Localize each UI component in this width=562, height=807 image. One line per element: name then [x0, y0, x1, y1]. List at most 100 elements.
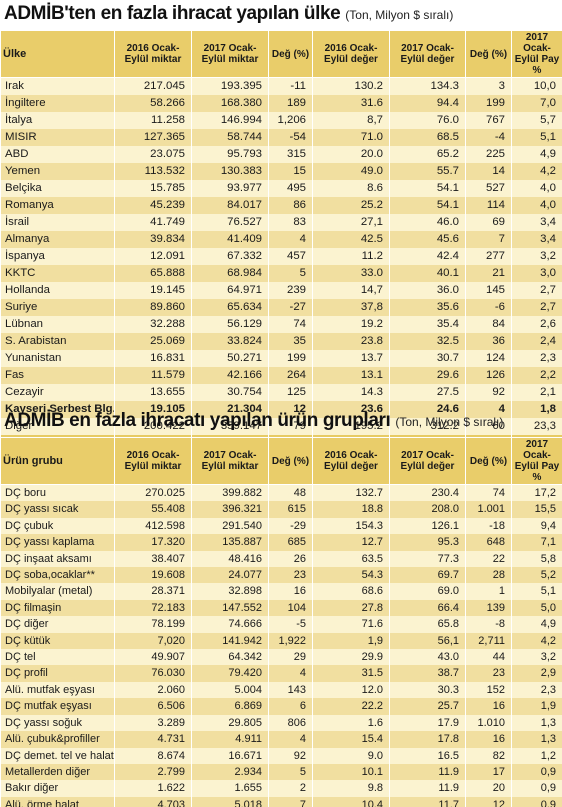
cell-deger-change: 1: [465, 583, 512, 600]
cell-deger-2016: 13.7: [312, 350, 390, 367]
cell-name: Alü. örme halat: [0, 796, 115, 807]
cell-deger-2017: 208.0: [389, 501, 466, 518]
cell-miktar-change: 615: [268, 501, 313, 518]
cell-deger-change: 36: [465, 333, 512, 350]
cell-name: Lübnan: [0, 316, 115, 333]
cell-pay-2017: 0,9: [511, 796, 562, 807]
table-row: Alü. örme halat 4.703 5.018 7 10.4 11.7 12 0,9: [0, 796, 562, 807]
cell-miktar-change: 143: [268, 681, 313, 699]
cell-miktar-change: 4: [268, 231, 313, 248]
table-row: Diğer 200.422 359.147 79 195.2 312.2 60 23,3: [0, 418, 562, 435]
cell-miktar-2016: 3.289: [114, 714, 192, 732]
table-row: Yunanistan 16.831 50.271 199 13.7 30.7 124 2,3: [0, 350, 562, 367]
cell-deger-change: 2,711: [465, 632, 512, 650]
cell-deger-2017: 43.0: [389, 649, 466, 666]
cell-name: DÇ boru: [0, 484, 115, 502]
cell-miktar-2016: 17.320: [114, 534, 192, 551]
cell-miktar-2017: 6.869: [191, 698, 269, 715]
product-table-title: ADMİB en fazla ihracatı yapılan ürün gru…: [4, 410, 391, 431]
table-row: DÇ yassı kaplama 17.320 135.887 685 12.7 95.3…: [0, 534, 562, 551]
cell-pay-2017: 5,0: [511, 599, 562, 617]
cell-miktar-change: 806: [268, 714, 313, 732]
cell-name: Alü. çubuk&profiller: [0, 731, 115, 748]
cell-pay-2017: 3,2: [511, 248, 562, 265]
cell-pay-2017: 3,4: [511, 231, 562, 248]
cell-pay-2017: 4,9: [511, 146, 562, 163]
cell-miktar-2017: 16.671: [191, 747, 269, 764]
cell-deger-change: -8: [465, 616, 512, 633]
table-row: DÇ kütük 7,020 141.942 1,922 1,9 56,1 2,711 4,2: [0, 632, 562, 650]
cell-pay-2017: 17,2: [511, 484, 562, 502]
cell-deger-2016: 42.5: [312, 231, 390, 248]
cell-deger-2016: 130.2: [312, 77, 390, 95]
cell-miktar-change: 4: [268, 731, 313, 748]
column-header-miktar-2016: 2016 Ocak-Eylül miktar: [114, 30, 192, 78]
cell-deger-2016: 31.5: [312, 665, 390, 682]
table-row: DÇ yassı sıcak 55.408 396.321 615 18.8 208.0 1…: [0, 501, 562, 518]
header-row: Ülke 2016 Ocak-Eylül miktar 2017 Ocak-Eylü…: [0, 30, 562, 78]
cell-deger-2017: 40.1: [389, 265, 466, 282]
cell-name: DÇ diğer: [0, 616, 115, 633]
cell-deger-change: 12: [465, 796, 512, 807]
cell-deger-2017: 55.7: [389, 163, 466, 180]
cell-miktar-2016: 72.183: [114, 599, 192, 617]
country-table-title: ADMİB'ten en fazla ihracat yapılan ülke: [4, 3, 341, 24]
cell-deger-change: -4: [465, 129, 512, 146]
cell-deger-2017: 134.3: [389, 77, 466, 95]
cell-deger-change: 3: [465, 77, 512, 95]
cell-deger-2016: 12.7: [312, 534, 390, 551]
cell-deger-2017: 17.9: [389, 714, 466, 732]
cell-deger-change: 225: [465, 146, 512, 163]
cell-miktar-2016: 58.266: [114, 95, 192, 112]
cell-miktar-2016: 15.785: [114, 180, 192, 197]
cell-deger-2017: 16.5: [389, 747, 466, 764]
table-row: DÇ filmaşin 72.183 147.552 104 27.8 66.4 139 5,…: [0, 599, 562, 617]
cell-pay-2017: 4,0: [511, 180, 562, 197]
cell-miktar-2017: 68.984: [191, 265, 269, 282]
cell-deger-change: 124: [465, 350, 512, 367]
cell-deger-2016: 8,7: [312, 112, 390, 129]
cell-miktar-change: -29: [268, 517, 313, 535]
cell-miktar-2016: 45.239: [114, 197, 192, 214]
cell-miktar-2016: 19.145: [114, 282, 192, 299]
cell-miktar-2016: 13.655: [114, 384, 192, 401]
cell-deger-2017: 30.7: [389, 350, 466, 367]
cell-name: S. Arabistan: [0, 333, 115, 350]
cell-miktar-2017: 76.527: [191, 214, 269, 231]
cell-name: İspanya: [0, 248, 115, 265]
cell-miktar-2017: 56.129: [191, 316, 269, 333]
table-row: İsrail 41.749 76.527 83 27,1 46.0 69 3,4: [0, 214, 562, 231]
cell-miktar-2016: 11.258: [114, 112, 192, 129]
cell-miktar-2017: 130.383: [191, 163, 269, 180]
table-row: DÇ inşaat aksamı 38.407 48.416 26 63.5 77.3 22…: [0, 550, 562, 568]
cell-deger-change: 199: [465, 95, 512, 112]
cell-name: Belçika: [0, 180, 115, 197]
table-row: Metallerden diğer 2.799 2.934 5 10.1 11.9 17 0,…: [0, 763, 562, 781]
cell-miktar-2016: 16.831: [114, 350, 192, 367]
cell-miktar-change: 15: [268, 163, 313, 180]
cell-miktar-2016: 200.422: [114, 418, 192, 435]
cell-deger-2016: 71.6: [312, 616, 390, 633]
cell-pay-2017: 4,9: [511, 616, 562, 633]
cell-miktar-change: 104: [268, 599, 313, 617]
cell-deger-2016: 22.2: [312, 698, 390, 715]
column-header-name: Ürün grubu: [0, 437, 115, 485]
cell-miktar-2017: 29.805: [191, 714, 269, 732]
cell-miktar-change: 125: [268, 384, 313, 401]
column-header-miktar-2016: 2016 Ocak-Eylül miktar: [114, 437, 192, 485]
product-export-table: Ürün grubu 2016 Ocak-Eylül miktar 2017 Oca…: [0, 437, 562, 807]
cell-pay-2017: 1,2: [511, 747, 562, 764]
cell-deger-2017: 25.7: [389, 698, 466, 715]
cell-miktar-2017: 79.420: [191, 665, 269, 682]
cell-miktar-2016: 25.069: [114, 333, 192, 350]
cell-miktar-change: 6: [268, 698, 313, 715]
cell-deger-2016: 37,8: [312, 299, 390, 316]
table-row: S. Arabistan 25.069 33.824 35 23.8 32.5 36 2,4: [0, 333, 562, 350]
cell-name: Hollanda: [0, 282, 115, 299]
cell-miktar-2017: 396.321: [191, 501, 269, 518]
cell-pay-2017: 0,9: [511, 763, 562, 781]
cell-name: DÇ çubuk: [0, 517, 115, 535]
column-header-deger-2017: 2017 Ocak-Eylül değer: [389, 437, 466, 485]
table-row: DÇ yassı soğuk 3.289 29.805 806 1.6 17.9 1.010…: [0, 714, 562, 732]
cell-miktar-2017: 135.887: [191, 534, 269, 551]
